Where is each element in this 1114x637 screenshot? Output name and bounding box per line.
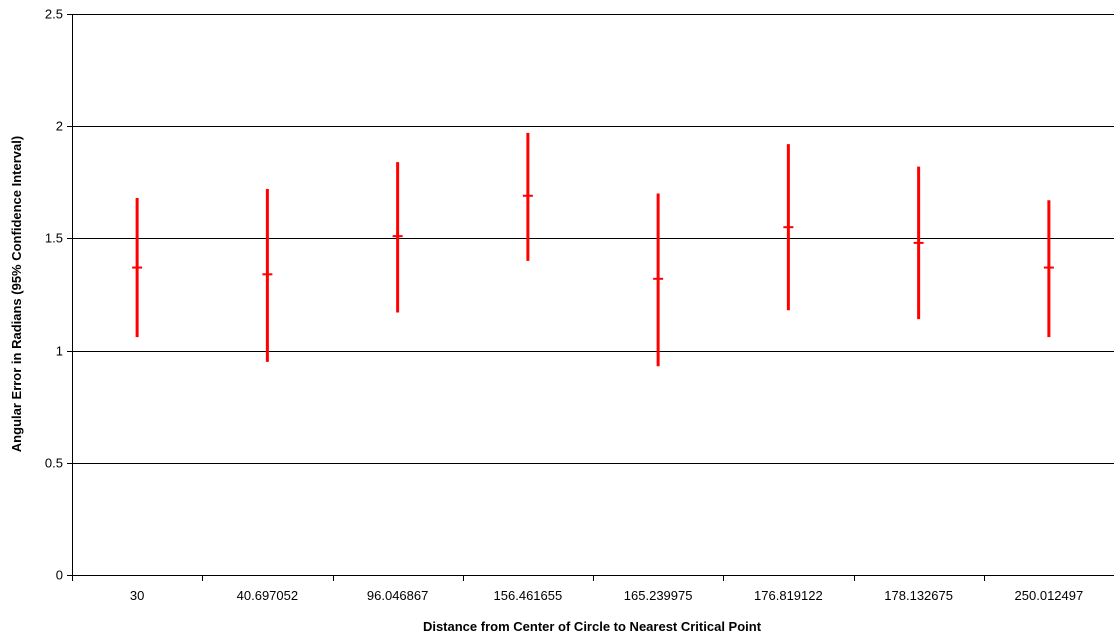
y-tick-label: 0.5 [45,456,63,471]
x-tick-label: 30 [130,588,144,603]
x-axis: 30 40.697052 96.046867 156.461655 165.239975… [72,575,1114,603]
y-tick-label: 2 [56,119,63,134]
x-tick-label: 96.046867 [367,588,428,603]
y-tick-label: 1.5 [45,231,63,246]
x-tick-label: 176.819122 [754,588,823,603]
y-axis: 0 0.5 1 1.5 2 2.5 [45,7,73,583]
x-axis-title: Distance from Center of Circle to Neares… [423,619,762,634]
y-axis-title: Angular Error in Radians (95% Confidence… [9,136,24,452]
y-tick-label: 0 [56,568,63,583]
x-tick-label: 156.461655 [494,588,563,603]
grid-lines [72,14,1114,464]
x-tick-label: 178.132675 [884,588,953,603]
x-tick-label: 40.697052 [237,588,298,603]
y-tick-label: 1 [56,344,63,359]
x-tick-label: 250.012497 [1015,588,1084,603]
y-tick-label: 2.5 [45,7,63,22]
x-tick-label: 165.239975 [624,588,693,603]
error-bars [132,132,1054,367]
